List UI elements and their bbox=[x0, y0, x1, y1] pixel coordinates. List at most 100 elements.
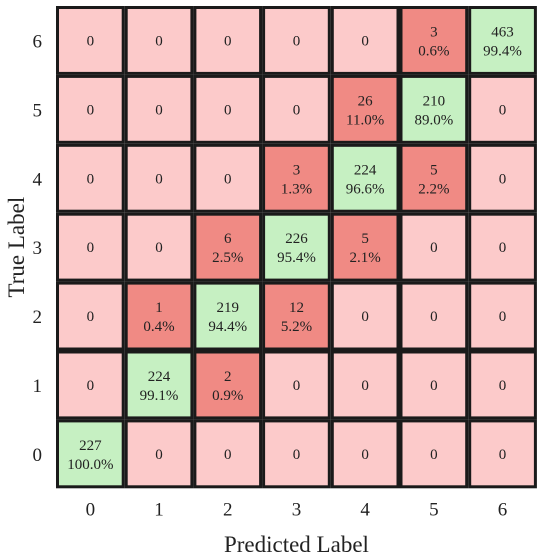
matrix-cell: 0 bbox=[399, 419, 469, 489]
matrix-cell: 0 bbox=[124, 212, 194, 282]
cell-count: 0 bbox=[361, 378, 369, 394]
cell-count: 0 bbox=[155, 102, 163, 118]
cell-count: 0 bbox=[87, 33, 95, 49]
matrix-cell: 5 2.1% bbox=[330, 212, 400, 282]
cell-fill bbox=[471, 77, 534, 141]
cell-percent: 95.4% bbox=[277, 250, 316, 266]
matrix-cell: 0 bbox=[56, 74, 125, 144]
cell-count: 0 bbox=[361, 33, 369, 49]
cell-count: 0 bbox=[155, 240, 163, 256]
cell-fill bbox=[402, 146, 466, 210]
matrix-cell: 5 2.2% bbox=[399, 143, 469, 213]
cell-count: 0 bbox=[87, 171, 95, 187]
cell-count: 0 bbox=[293, 33, 301, 49]
matrix-cell: 12 5.2% bbox=[262, 281, 331, 351]
matrix-cell: 0 bbox=[56, 281, 125, 351]
cell-count: 0 bbox=[361, 447, 369, 463]
matrix-cell: 0 bbox=[468, 281, 537, 351]
cell-fill bbox=[127, 9, 191, 72]
x-axis-ticks: 0 1 2 3 4 5 6 bbox=[86, 499, 508, 520]
matrix-cell: 0 bbox=[124, 6, 194, 75]
cell-fill bbox=[59, 9, 122, 72]
cell-count: 0 bbox=[87, 102, 95, 118]
matrix-cell: 224 99.1% bbox=[124, 350, 194, 420]
cell-count: 0 bbox=[499, 171, 507, 187]
cell-count: 226 bbox=[285, 231, 308, 247]
x-tick-label: 2 bbox=[223, 499, 233, 520]
cell-fill bbox=[471, 422, 534, 486]
cell-fill bbox=[127, 284, 191, 348]
matrix-cell: 0 bbox=[468, 74, 537, 144]
matrix-cell: 0 bbox=[56, 143, 125, 213]
cell-count: 0 bbox=[293, 378, 301, 394]
cell-fill bbox=[196, 77, 260, 141]
cell-count: 463 bbox=[491, 24, 514, 40]
matrix-cell: 224 96.6% bbox=[330, 143, 400, 213]
cell-count: 0 bbox=[224, 447, 232, 463]
cell-fill bbox=[471, 353, 534, 417]
cell-count: 0 bbox=[87, 309, 95, 325]
matrix-cell: 2 0.9% bbox=[193, 350, 263, 420]
matrix-cell: 0 bbox=[399, 281, 469, 351]
matrix-cell: 219 94.4% bbox=[193, 281, 263, 351]
cell-count: 0 bbox=[430, 378, 438, 394]
cell-count: 1 bbox=[155, 300, 163, 316]
cell-count: 0 bbox=[430, 309, 438, 325]
matrix-cell: 0 bbox=[330, 281, 400, 351]
cell-fill bbox=[402, 422, 466, 486]
cell-percent: 11.0% bbox=[346, 112, 384, 128]
matrix-cell: 0 bbox=[330, 350, 400, 420]
cell-fill bbox=[265, 215, 328, 279]
matrix-cell: 226 95.4% bbox=[262, 212, 331, 282]
x-tick-label: 0 bbox=[86, 499, 96, 520]
matrix-cell: 0 bbox=[124, 143, 194, 213]
cell-count: 0 bbox=[155, 447, 163, 463]
cell-percent: 1.3% bbox=[281, 181, 312, 197]
matrix-cell: 0 bbox=[124, 419, 194, 489]
cell-count: 219 bbox=[217, 300, 240, 316]
cell-fill bbox=[402, 215, 466, 279]
cell-fill bbox=[59, 146, 122, 210]
cell-percent: 0.9% bbox=[212, 388, 243, 404]
cell-fill bbox=[402, 9, 466, 72]
cell-count: 6 bbox=[224, 231, 232, 247]
x-tick-label: 6 bbox=[498, 499, 508, 520]
matrix-cell: 0 bbox=[468, 212, 537, 282]
cell-fill bbox=[59, 353, 122, 417]
matrix-cell: 0 bbox=[56, 350, 125, 420]
cell-count: 210 bbox=[423, 93, 446, 109]
matrix-cell: 227 100.0% bbox=[56, 419, 125, 489]
cell-percent: 0.4% bbox=[143, 319, 174, 335]
cell-count: 0 bbox=[430, 240, 438, 256]
matrix-cell: 1 0.4% bbox=[124, 281, 194, 351]
matrix-cell: 463 99.4% bbox=[468, 6, 537, 75]
cell-count: 12 bbox=[289, 300, 304, 316]
cell-fill bbox=[127, 215, 191, 279]
cell-percent: 2.1% bbox=[350, 250, 381, 266]
cell-count: 3 bbox=[430, 24, 438, 40]
cell-fill bbox=[59, 284, 122, 348]
cell-fill bbox=[127, 422, 191, 486]
cell-count: 0 bbox=[499, 378, 507, 394]
cell-percent: 99.1% bbox=[140, 388, 179, 404]
cell-fill bbox=[265, 146, 328, 210]
y-tick-label: 6 bbox=[33, 31, 43, 52]
matrix-cell: 0 bbox=[262, 350, 331, 420]
cell-count: 5 bbox=[361, 231, 369, 247]
cell-fill bbox=[333, 146, 397, 210]
cell-fill bbox=[265, 9, 328, 72]
matrix-cell: 210 89.0% bbox=[399, 74, 469, 144]
matrix-cell: 0 bbox=[56, 6, 125, 75]
y-tick-label: 5 bbox=[33, 100, 43, 121]
cell-fill bbox=[471, 215, 534, 279]
cell-percent: 96.6% bbox=[346, 181, 385, 197]
cell-percent: 5.2% bbox=[281, 319, 312, 335]
y-axis-ticks: 0 1 2 3 4 5 6 bbox=[33, 31, 43, 465]
x-tick-label: 4 bbox=[360, 499, 370, 520]
y-tick-label: 3 bbox=[33, 238, 43, 259]
cell-count: 3 bbox=[293, 162, 301, 178]
cell-fill bbox=[265, 422, 328, 486]
cell-percent: 2.2% bbox=[418, 181, 449, 197]
